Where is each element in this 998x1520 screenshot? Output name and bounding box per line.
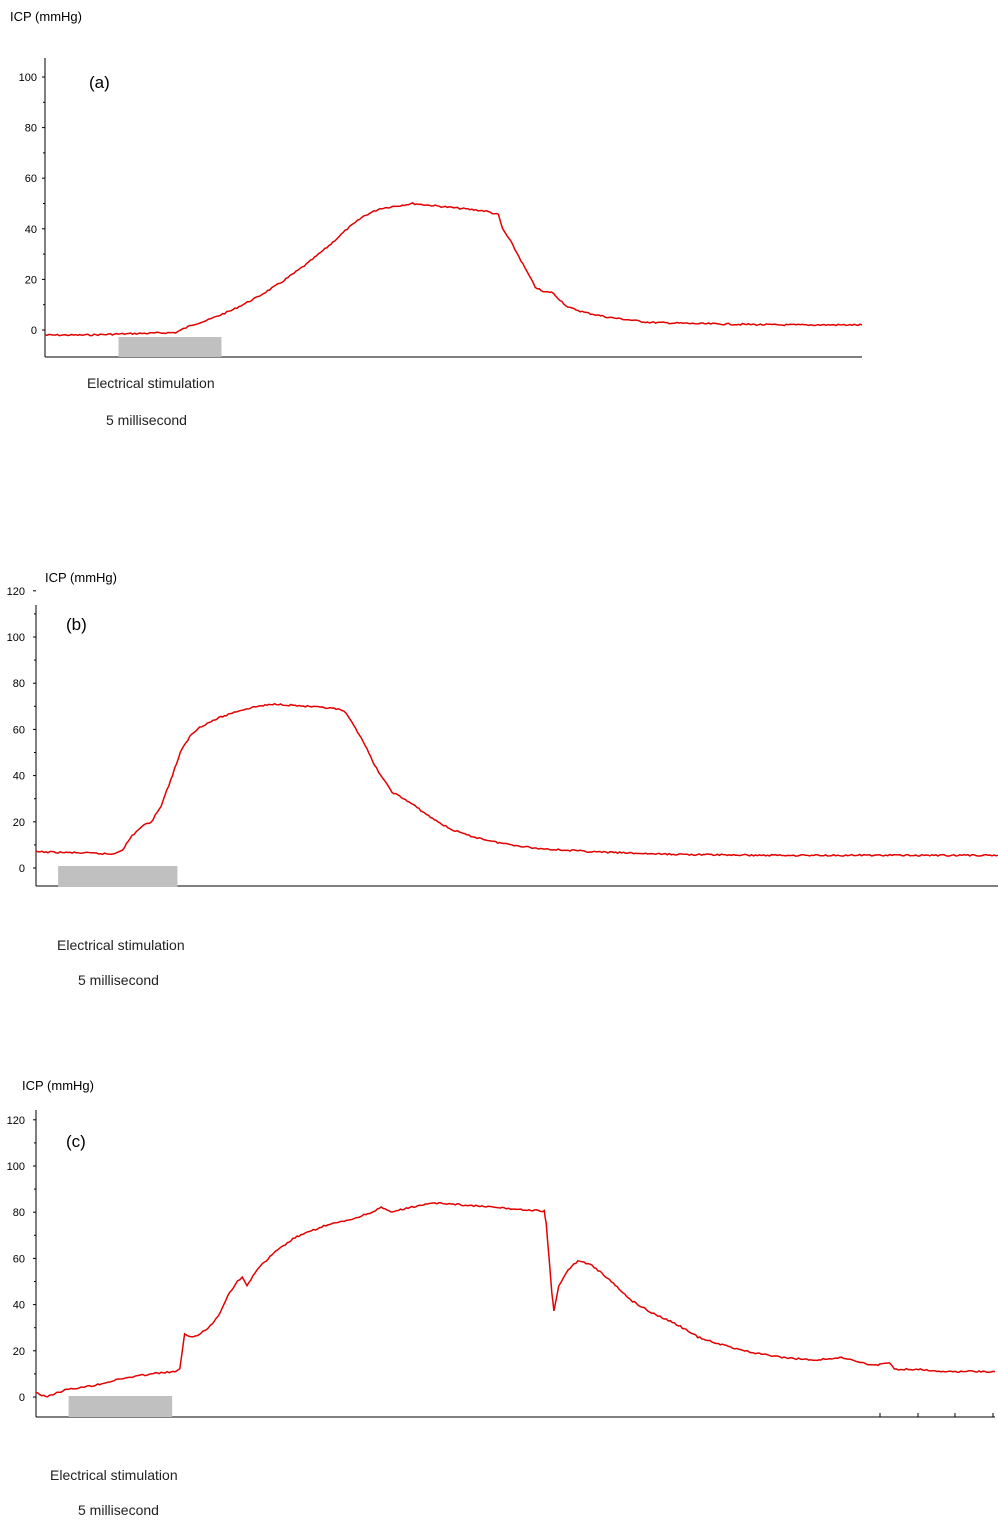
icp-trace-line (44, 201, 863, 337)
chart-a-svg: ICP (mmHg) (a) Electrical stimulation 5 … (10, 9, 863, 428)
stimulation-bar (118, 337, 222, 357)
y-tick-label: 40 (25, 224, 37, 236)
stimulation-duration: 5 millisecond (106, 412, 187, 428)
chart-panel-c: ICP (mmHg) (c) Electrical stimulation 5 … (0, 1070, 998, 1520)
y-tick-label: 80 (25, 123, 37, 135)
y-tick-label: 120 (7, 586, 25, 598)
stimulation-label: Electrical stimulation (50, 1467, 178, 1483)
chart-c-svg: ICP (mmHg) (c) Electrical stimulation 5 … (7, 1078, 996, 1518)
panel-label: (b) (66, 615, 87, 634)
stimulation-duration: 5 millisecond (78, 1502, 159, 1518)
y-tick-label: 100 (7, 1161, 25, 1173)
stimulation-bar (58, 866, 178, 887)
y-axis-label: ICP (mmHg) (22, 1078, 94, 1093)
y-tick-label: 120 (7, 1115, 25, 1127)
y-tick-label: 40 (13, 1300, 25, 1312)
y-tick-label: 60 (25, 173, 37, 185)
stimulation-label: Electrical stimulation (57, 937, 185, 953)
chart-panel-a: ICP (mmHg) (a) Electrical stimulation 5 … (0, 0, 998, 440)
chart-panel-b: ICP (mmHg) (b) Electrical stimulation 5 … (0, 560, 998, 1000)
y-tick-label: 100 (7, 632, 25, 644)
y-tick-label: 20 (13, 1346, 25, 1358)
y-tick-label: 40 (13, 771, 25, 783)
chart-b-svg: ICP (mmHg) (b) Electrical stimulation 5 … (7, 570, 998, 988)
y-tick-label: 80 (13, 678, 25, 690)
stimulation-duration: 5 millisecond (78, 972, 159, 988)
icp-trace-line (35, 702, 998, 857)
y-axis-label: ICP (mmHg) (10, 9, 82, 24)
y-tick-label: 60 (13, 724, 25, 736)
y-tick-label: 60 (13, 1253, 25, 1265)
y-tick-label: 0 (19, 1392, 25, 1404)
stimulation-bar (68, 1396, 173, 1417)
panel-label: (c) (66, 1132, 86, 1151)
y-tick-label: 0 (31, 325, 37, 337)
y-tick-label: 80 (13, 1207, 25, 1219)
y-tick-label: 20 (13, 817, 25, 829)
icp-trace-line (35, 1202, 996, 1398)
y-tick-label: 100 (19, 72, 37, 84)
y-tick-label: 20 (25, 274, 37, 286)
panel-label: (a) (89, 73, 110, 92)
y-axis-label: ICP (mmHg) (45, 570, 117, 585)
y-tick-label: 0 (19, 863, 25, 875)
stimulation-label: Electrical stimulation (87, 375, 215, 391)
